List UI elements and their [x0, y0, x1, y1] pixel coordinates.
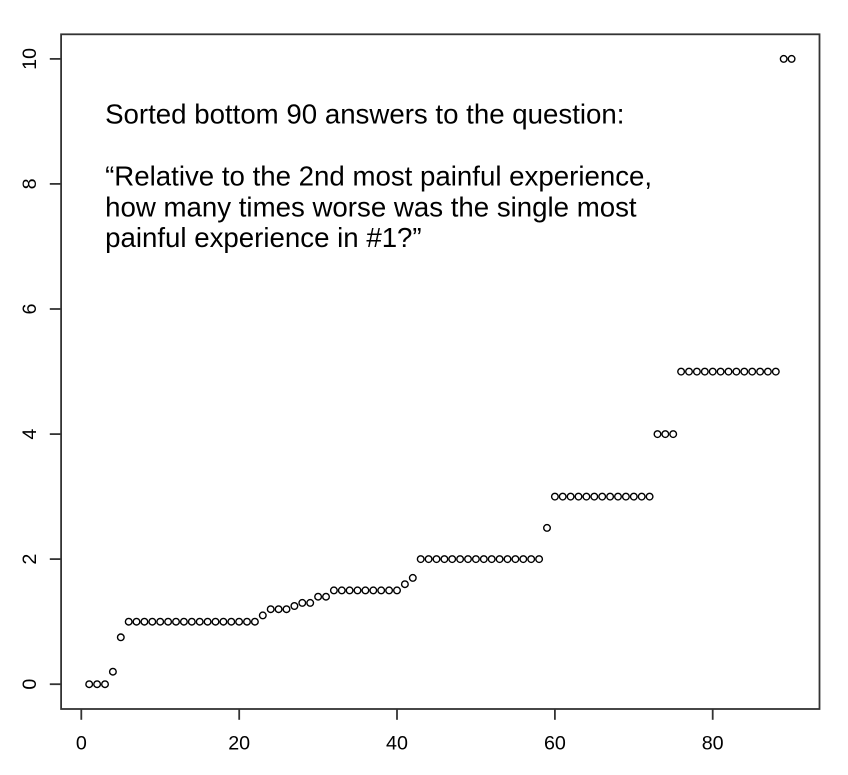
svg-text:4: 4 — [19, 429, 41, 440]
svg-text:8: 8 — [19, 178, 41, 189]
svg-text:0: 0 — [76, 732, 87, 754]
svg-text:Sorted bottom 90 answers to th: Sorted bottom 90 answers to the question… — [105, 98, 624, 129]
svg-text:80: 80 — [702, 732, 724, 754]
svg-text:“Relative to the 2nd most pain: “Relative to the 2nd most painful experi… — [105, 161, 652, 192]
svg-text:20: 20 — [228, 732, 250, 754]
svg-text:2: 2 — [19, 554, 41, 565]
svg-text:painful experience in #1?”: painful experience in #1?” — [105, 222, 422, 253]
svg-text:0: 0 — [19, 679, 41, 690]
svg-text:40: 40 — [386, 732, 408, 754]
svg-text:how many times worse was the s: how many times worse was the single most — [105, 191, 637, 222]
svg-text:6: 6 — [19, 303, 41, 314]
svg-text:10: 10 — [19, 48, 41, 70]
svg-text:60: 60 — [544, 732, 566, 754]
